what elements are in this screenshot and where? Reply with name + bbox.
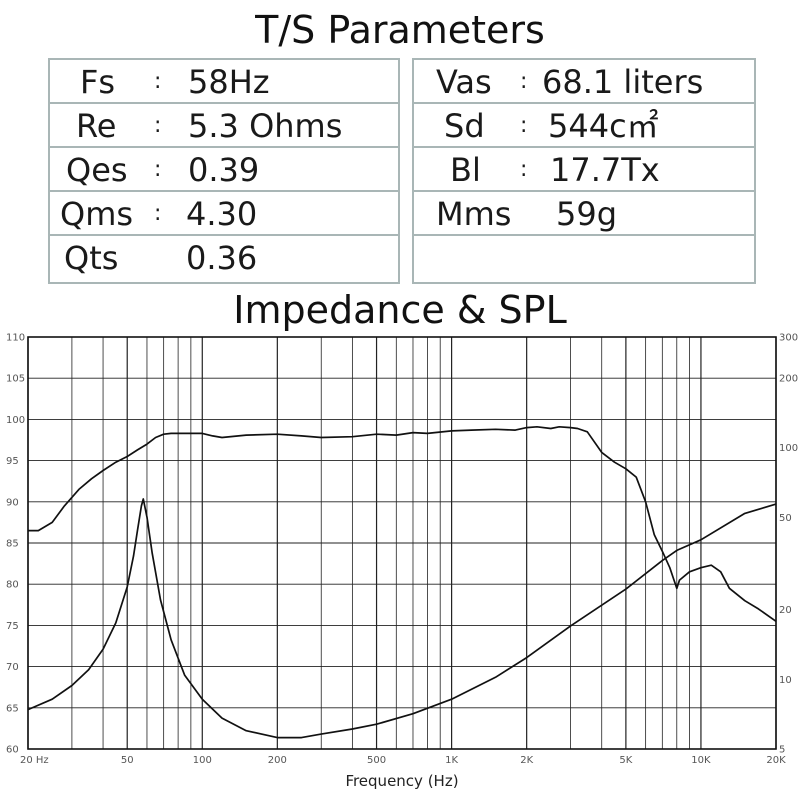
param-value-qts: 0.36 xyxy=(186,239,258,277)
param-colon: : xyxy=(520,69,528,94)
param-name-qms: Qms xyxy=(60,195,134,233)
y-right-tick-label: 100 xyxy=(779,443,798,454)
y-right-tick-label: 300 xyxy=(779,333,798,344)
y-left-tick-label: 95 xyxy=(6,456,19,467)
param-value-qes: 0.39 xyxy=(188,151,260,189)
y-left-tick-label: 90 xyxy=(6,497,19,508)
chart-grid xyxy=(27,337,777,749)
ts-row-qes: Qes : 0.39 xyxy=(50,148,398,192)
param-name-re: Re xyxy=(76,107,117,145)
y-left-tick-label: 60 xyxy=(6,745,19,756)
y-axis-right-labels: 5 10 20 50 100 200 300 xyxy=(779,333,798,756)
x-tick-label: 20 Hz xyxy=(20,755,49,766)
spl-curve xyxy=(28,425,777,622)
param-value-mms: 59g xyxy=(556,195,618,233)
ts-parameters-title: T/S Parameters xyxy=(255,8,545,52)
y-left-tick-label: 100 xyxy=(6,415,25,426)
param-colon: : xyxy=(154,201,162,226)
param-value-fs: 58Hz xyxy=(188,63,270,101)
param-value-bl: 17.7Tx xyxy=(550,151,660,189)
x-tick-label: 200 xyxy=(268,755,287,766)
ts-table-left: Fs : 58Hz Re : 5.3 Ohms Qes : 0.39 Qms :… xyxy=(48,58,400,284)
param-name-vas: Vas xyxy=(436,63,492,101)
ts-row-empty xyxy=(414,236,754,280)
param-colon: : xyxy=(520,157,528,182)
x-tick-label: 20K xyxy=(766,755,786,766)
x-tick-label: 500 xyxy=(367,755,386,766)
param-value-qms: 4.30 xyxy=(186,195,258,233)
y-right-tick-label: 20 xyxy=(779,605,792,616)
y-right-tick-label: 5 xyxy=(779,745,785,756)
x-tick-label: 100 xyxy=(193,755,212,766)
param-name-bl: Bl xyxy=(450,151,481,189)
y-right-tick-label: 200 xyxy=(779,373,798,384)
impedance-spl-chart: 60 65 70 75 80 85 90 95 100 105 110 5 10 20 50 100 200 3… xyxy=(6,333,798,791)
ts-row-vas: Vas : 68.1 liters xyxy=(414,60,754,104)
ts-row-sd: Sd : 544c㎡ xyxy=(414,104,754,148)
y-left-tick-label: 70 xyxy=(6,662,19,673)
x-tick-label: 1K xyxy=(445,755,458,766)
param-colon: : xyxy=(520,113,528,138)
param-name-qts: Qts xyxy=(64,239,119,277)
y-left-tick-label: 65 xyxy=(6,703,19,714)
param-colon: : xyxy=(154,69,162,94)
x-tick-label: 5K xyxy=(619,755,632,766)
param-value-vas: 68.1 liters xyxy=(542,63,704,101)
x-tick-label: 10K xyxy=(691,755,711,766)
x-tick-label: 2K xyxy=(520,755,533,766)
y-left-tick-label: 75 xyxy=(6,621,19,632)
plot-frame xyxy=(27,336,777,750)
param-name-qes: Qes xyxy=(66,151,128,189)
ts-row-re: Re : 5.3 Ohms xyxy=(50,104,398,148)
ts-row-fs: Fs : 58Hz xyxy=(50,60,398,104)
ts-row-qts: Qts 0.36 xyxy=(50,236,398,280)
ts-row-qms: Qms : 4.30 xyxy=(50,192,398,236)
param-name-mms: Mms xyxy=(436,195,512,233)
param-value-re: 5.3 Ohms xyxy=(188,107,343,145)
ts-row-mms: Mms 59g xyxy=(414,192,754,236)
param-colon: : xyxy=(154,157,162,182)
impedance-curve xyxy=(27,498,777,739)
x-axis-title: Frequency (Hz) xyxy=(345,772,458,790)
y-axis-left-labels: 60 65 70 75 80 85 90 95 100 105 110 xyxy=(6,333,25,756)
y-left-tick-label: 110 xyxy=(6,333,25,344)
chart-title: Impedance & SPL xyxy=(233,288,567,332)
x-axis-labels: 20 Hz 50 100 200 500 1K 2K 5K 10K 20K xyxy=(20,755,786,766)
param-name-sd: Sd xyxy=(444,107,485,145)
chart-series xyxy=(27,425,777,739)
y-left-tick-label: 105 xyxy=(6,374,25,385)
y-right-tick-label: 50 xyxy=(779,513,792,524)
param-name-fs: Fs xyxy=(80,63,116,101)
ts-table-right: Vas : 68.1 liters Sd : 544c㎡ Bl : 17.7Tx… xyxy=(412,58,756,284)
x-tick-label: 50 xyxy=(121,755,134,766)
y-left-tick-label: 85 xyxy=(6,539,19,550)
param-value-sd: 544c㎡ xyxy=(548,107,659,145)
param-colon: : xyxy=(154,113,162,138)
y-right-tick-label: 10 xyxy=(779,675,792,686)
ts-row-bl: Bl : 17.7Tx xyxy=(414,148,754,192)
y-left-tick-label: 80 xyxy=(6,580,19,591)
